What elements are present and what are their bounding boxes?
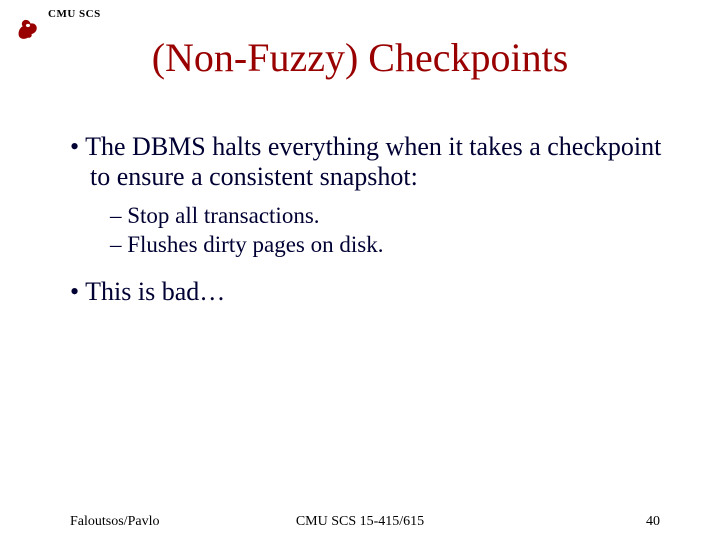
slide-title: (Non-Fuzzy) Checkpoints <box>0 34 720 81</box>
slide-body: • The DBMS halts everything when it take… <box>50 132 670 317</box>
slide-number: 40 <box>646 514 660 530</box>
bullet-item: • This is bad… <box>70 277 670 307</box>
spacer <box>50 259 670 277</box>
sub-bullet-item: – Stop all transactions. <box>110 202 670 231</box>
header-label: CMU SCS <box>48 8 101 20</box>
bullet-item: • The DBMS halts everything when it take… <box>70 132 670 192</box>
footer-course: CMU SCS 15-415/615 <box>0 514 720 530</box>
sub-bullet-item: – Flushes dirty pages on disk. <box>110 231 670 260</box>
